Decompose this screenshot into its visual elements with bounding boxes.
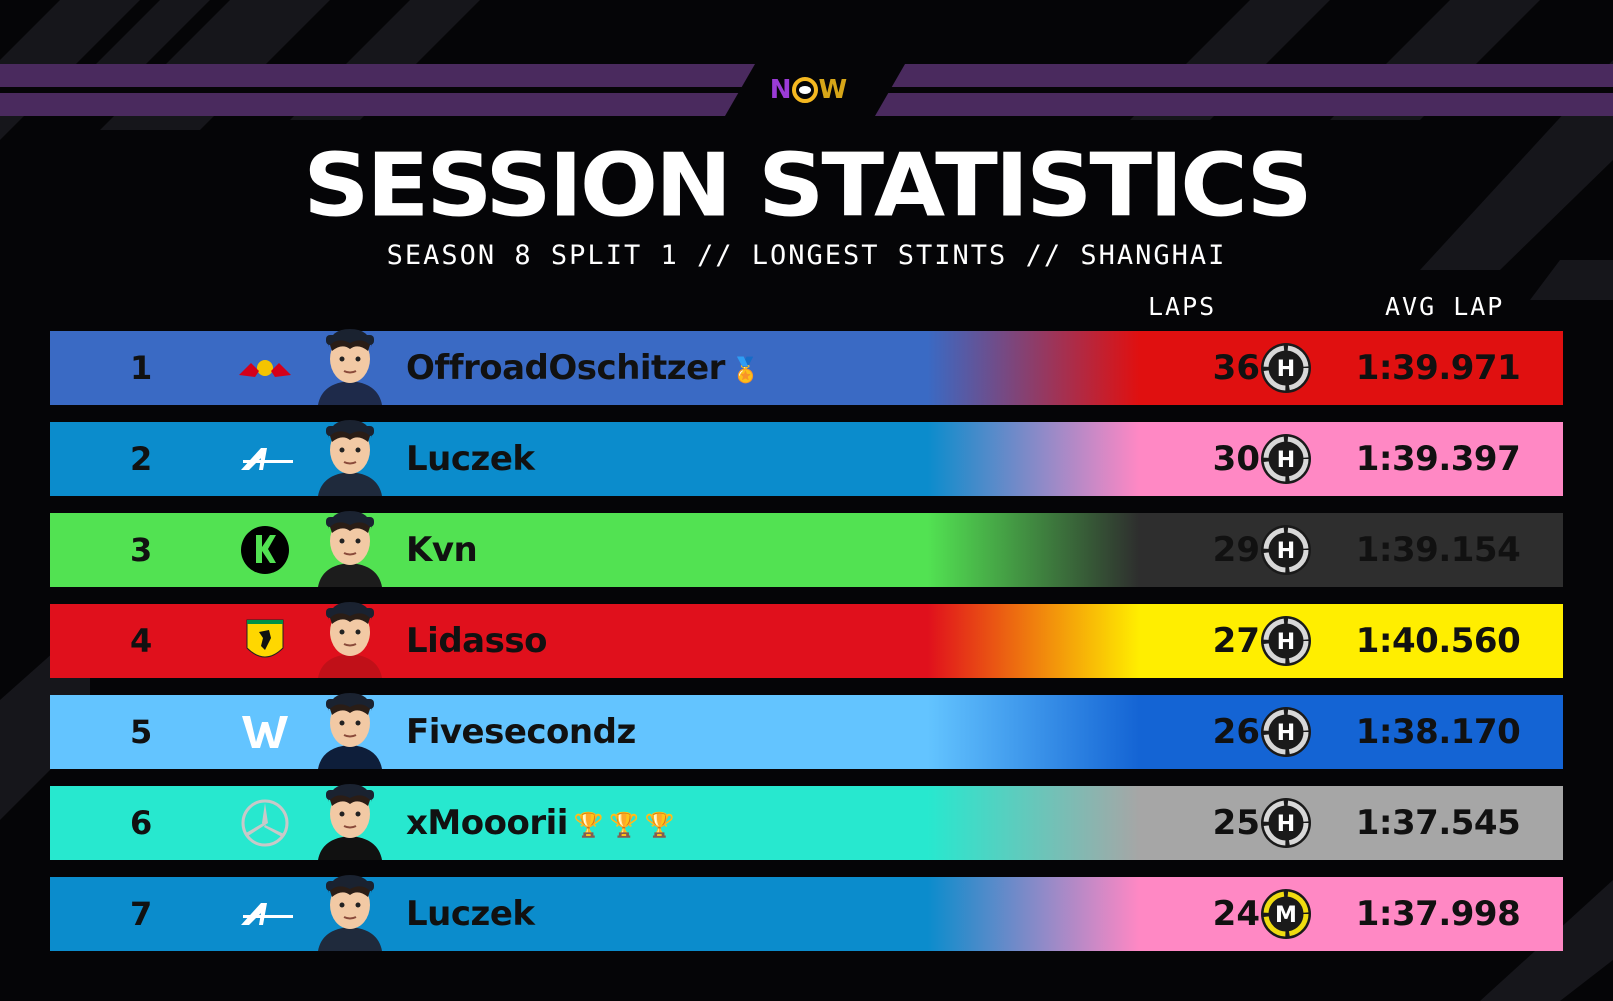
driver-name: Fivesecondz bbox=[406, 712, 636, 752]
williams-logo-icon bbox=[235, 707, 295, 757]
ferrari-logo-icon bbox=[235, 616, 295, 666]
tyre-letter: H bbox=[1277, 721, 1295, 746]
table-row: 1 OffroadOschitzer 🏅 36 H 1:39.971 bbox=[50, 329, 1563, 405]
table-row: 6 xMooorii 🏆 🏆 🏆 25 H 1:37.545 bbox=[50, 784, 1563, 860]
trophy-icon: 🏆 bbox=[609, 810, 639, 839]
avg-lap-value: 1:39.971 bbox=[1355, 348, 1521, 388]
driver-avatar bbox=[308, 776, 392, 860]
driver-name-cell: Kvn bbox=[406, 513, 478, 587]
avg-lap-value: 1:37.998 bbox=[1355, 894, 1521, 934]
mercedes-logo-icon bbox=[235, 798, 295, 848]
position-number: 1 bbox=[130, 349, 153, 387]
standings-table: 1 OffroadOschitzer 🏅 36 H 1:39.971 2 Luczek 30 H 1… bbox=[50, 329, 1563, 968]
trophy-icon: 🏆 bbox=[644, 810, 675, 839]
trophy-icon: 🏆 bbox=[573, 810, 604, 839]
driver-name-cell: Fivesecondz bbox=[406, 695, 636, 769]
driver-name: xMooorii bbox=[406, 803, 568, 843]
trophy-icon: 🏅 bbox=[730, 355, 761, 384]
table-row: 2 Luczek 30 H 1:39.397 bbox=[50, 420, 1563, 496]
driver-name-cell: Luczek bbox=[406, 422, 535, 496]
tyre-letter: M bbox=[1275, 903, 1297, 928]
avg-lap-value: 1:38.170 bbox=[1355, 712, 1521, 752]
position-number: 2 bbox=[130, 440, 153, 478]
tyre-compound-icon: H bbox=[1261, 798, 1311, 848]
tyre-letter: H bbox=[1277, 812, 1295, 837]
table-row: 4 Lidasso 27 H 1:40.560 bbox=[50, 602, 1563, 678]
position-number: 4 bbox=[130, 622, 153, 660]
position-number: 5 bbox=[130, 713, 153, 751]
table-row: 5 Fivesecondz 26 H 1:38.170 bbox=[50, 693, 1563, 769]
driver-name: Kvn bbox=[406, 530, 478, 570]
tyre-letter: H bbox=[1277, 539, 1295, 564]
position-number: 6 bbox=[130, 804, 153, 842]
avg-lap-value: 1:39.397 bbox=[1355, 439, 1521, 479]
driver-name: OffroadOschitzer bbox=[406, 348, 725, 388]
tyre-letter: H bbox=[1277, 448, 1295, 473]
driver-name-cell: Luczek bbox=[406, 877, 535, 951]
page-title: SESSION STATISTICS bbox=[303, 134, 1313, 237]
laps-value: 25 bbox=[1212, 803, 1260, 843]
alpine-logo-icon bbox=[235, 889, 295, 939]
alpine-logo-icon bbox=[235, 434, 295, 484]
tyre-compound-icon: H bbox=[1261, 707, 1311, 757]
tyre-compound-icon: H bbox=[1261, 616, 1311, 666]
driver-name-cell: xMooorii 🏆 🏆 🏆 bbox=[406, 786, 675, 860]
avg-lap-value: 1:37.545 bbox=[1355, 803, 1521, 843]
driver-avatar bbox=[308, 685, 392, 769]
avg-lap-column-header: AVG LAP bbox=[1385, 292, 1505, 321]
tyre-letter: H bbox=[1277, 630, 1295, 655]
laps-value: 26 bbox=[1212, 712, 1260, 752]
driver-avatar bbox=[308, 867, 392, 951]
red-bull-logo-icon bbox=[235, 343, 295, 393]
driver-avatar bbox=[308, 594, 392, 678]
driver-name: Luczek bbox=[406, 439, 535, 479]
table-row: 3 Kvn 29 H 1:39.154 bbox=[50, 511, 1563, 587]
page-subtitle: SEASON 8 SPLIT 1 // LONGEST STINTS // SH… bbox=[386, 240, 1227, 271]
driver-avatar bbox=[308, 412, 392, 496]
laps-column-header: LAPS bbox=[1148, 292, 1217, 321]
laps-value: 36 bbox=[1212, 348, 1260, 388]
logo-o-icon bbox=[791, 77, 818, 103]
driver-avatar bbox=[308, 503, 392, 587]
laps-value: 30 bbox=[1212, 439, 1260, 479]
logo-letter-n: N bbox=[769, 75, 792, 105]
tyre-letter: H bbox=[1277, 357, 1295, 382]
laps-value: 29 bbox=[1212, 530, 1260, 570]
tyre-compound-icon: H bbox=[1261, 434, 1311, 484]
position-number: 7 bbox=[130, 895, 153, 933]
sauber-logo-icon bbox=[235, 525, 295, 575]
driver-name: Lidasso bbox=[406, 621, 547, 661]
tyre-compound-icon: H bbox=[1261, 343, 1311, 393]
tyre-compound-icon: M bbox=[1261, 889, 1311, 939]
table-row: 7 Luczek 24 M 1:37.998 bbox=[50, 875, 1563, 951]
avg-lap-value: 1:39.154 bbox=[1355, 530, 1521, 570]
driver-name: Luczek bbox=[406, 894, 535, 934]
driver-avatar bbox=[308, 321, 392, 405]
driver-name-cell: Lidasso bbox=[406, 604, 547, 678]
laps-value: 24 bbox=[1212, 894, 1260, 934]
avg-lap-value: 1:40.560 bbox=[1355, 621, 1521, 661]
laps-value: 27 bbox=[1212, 621, 1260, 661]
logo-letter-w: W bbox=[818, 75, 848, 105]
driver-name-cell: OffroadOschitzer 🏅 bbox=[406, 331, 761, 405]
tyre-compound-icon: H bbox=[1261, 525, 1311, 575]
position-number: 3 bbox=[130, 531, 153, 569]
